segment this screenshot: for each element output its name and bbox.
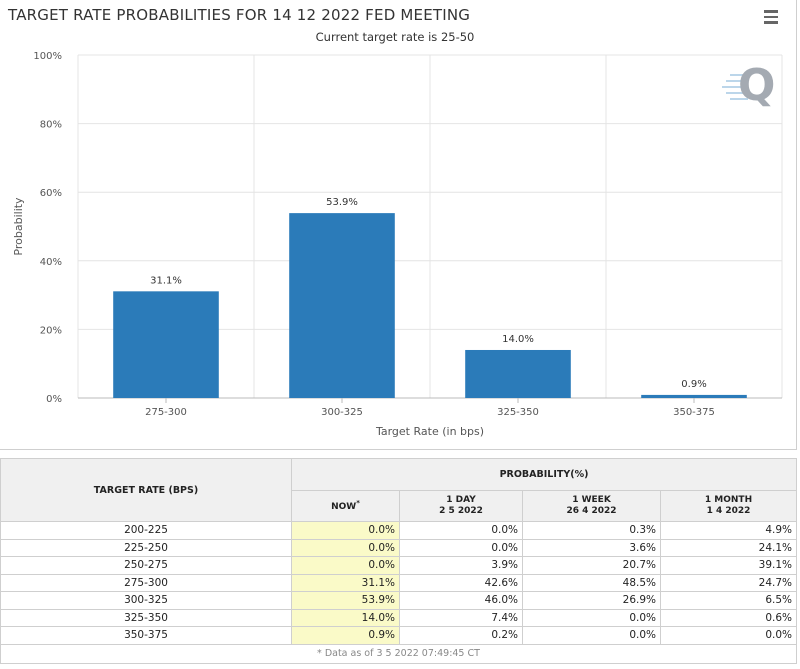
x-tick-label: 275-300	[145, 407, 187, 418]
cell-1-week: 48.5%	[522, 573, 661, 592]
table-row: 225-250 0.0% 0.0% 3.6% 24.1%	[0, 538, 797, 557]
header-1-week: 1 WEEK 26 4 2022	[522, 489, 661, 522]
data-label: 31.1%	[150, 275, 182, 286]
cell-1-month: 39.1%	[660, 556, 797, 575]
y-tick-label: 20%	[40, 325, 62, 336]
cell-rate: 250-275	[0, 556, 292, 575]
table-row: 250-275 0.0% 3.9% 20.7% 39.1%	[0, 556, 797, 575]
header-probability: PROBABILITY(%)	[291, 458, 797, 491]
table-row: 325-350 14.0% 7.4% 0.0% 0.6%	[0, 608, 797, 627]
cell-1-day: 42.6%	[399, 573, 523, 592]
x-axis-title: Target Rate (in bps)	[375, 425, 484, 438]
cell-1-week: 0.3%	[522, 521, 661, 540]
cell-now: 14.0%	[291, 608, 400, 627]
cell-1-day: 0.2%	[399, 626, 523, 645]
y-tick-label: 0%	[46, 394, 62, 405]
header-1-day: 1 DAY 2 5 2022	[399, 489, 523, 522]
x-tick-label: 325-350	[497, 407, 539, 418]
y-tick-label: 80%	[40, 120, 62, 131]
bar	[641, 394, 747, 398]
bar-chart: 0% 20% 40% 60% 80% 100% 31.1% 275-300 53.9% 300-3…	[12, 51, 783, 438]
table-row: 275-300 31.1% 42.6% 48.5% 24.7%	[0, 573, 797, 592]
chart-title: TARGET RATE PROBABILITIES FOR 14 12 2022…	[8, 6, 471, 24]
cell-1-week: 26.9%	[522, 591, 661, 610]
cell-now: 53.9%	[291, 591, 400, 610]
data-label: 14.0%	[502, 334, 534, 345]
cell-1-month: 4.9%	[660, 521, 797, 540]
y-axis-title: Probability	[12, 197, 25, 256]
cell-1-day: 46.0%	[399, 591, 523, 610]
cell-rate: 325-350	[0, 608, 292, 627]
header-1-month: 1 MONTH 1 4 2022	[660, 489, 797, 522]
cell-1-week: 3.6%	[522, 538, 661, 557]
cell-1-month: 24.1%	[660, 538, 797, 557]
cell-1-day: 7.4%	[399, 608, 523, 627]
hamburger-menu-icon[interactable]	[760, 10, 782, 30]
bar	[289, 213, 395, 398]
cell-1-month: 0.0%	[660, 626, 797, 645]
data-label: 53.9%	[326, 197, 358, 208]
cell-1-month: 0.6%	[660, 608, 797, 627]
cell-rate: 350-375	[0, 626, 292, 645]
cell-1-day: 3.9%	[399, 556, 523, 575]
x-tick-label: 350-375	[673, 407, 715, 418]
cell-1-week: 0.0%	[522, 626, 661, 645]
cell-now: 0.0%	[291, 521, 400, 540]
data-label: 0.9%	[681, 379, 706, 390]
header-now: NOW*	[291, 489, 400, 522]
cell-1-week: 20.7%	[522, 556, 661, 575]
cell-rate: 275-300	[0, 573, 292, 592]
cell-1-week: 0.0%	[522, 608, 661, 627]
header-target-rate: TARGET RATE (BPS)	[0, 458, 292, 522]
probability-table: TARGET RATE (BPS) PROBABILITY(%) NOW* 1 …	[0, 458, 797, 664]
y-tick-label: 40%	[40, 257, 62, 268]
chart-panel: TARGET RATE PROBABILITIES FOR 14 12 2022…	[0, 0, 797, 450]
cell-rate: 300-325	[0, 591, 292, 610]
cell-1-month: 6.5%	[660, 591, 797, 610]
cell-1-month: 24.7%	[660, 573, 797, 592]
y-tick-label: 60%	[40, 188, 62, 199]
cell-rate: 225-250	[0, 538, 292, 557]
y-tick-label: 100%	[33, 51, 62, 62]
table-row: 300-325 53.9% 46.0% 26.9% 6.5%	[0, 591, 797, 610]
cell-now: 0.0%	[291, 538, 400, 557]
cell-now: 31.1%	[291, 573, 400, 592]
x-tick-label: 300-325	[321, 407, 363, 418]
chart-subtitle: Current target rate is 25-50	[315, 30, 475, 44]
cell-1-day: 0.0%	[399, 538, 523, 557]
q-logo-icon: Q	[722, 60, 775, 116]
table-row: 200-225 0.0% 0.0% 0.3% 4.9%	[0, 521, 797, 540]
table-row: 350-375 0.9% 0.2% 0.0% 0.0%	[0, 626, 797, 645]
cell-rate: 200-225	[0, 521, 292, 540]
table-footer-note: * Data as of 3 5 2022 07:49:45 CT	[0, 643, 797, 664]
bar	[113, 291, 219, 398]
cell-now: 0.9%	[291, 626, 400, 645]
bar	[465, 349, 571, 398]
cell-now: 0.0%	[291, 556, 400, 575]
cell-1-day: 0.0%	[399, 521, 523, 540]
